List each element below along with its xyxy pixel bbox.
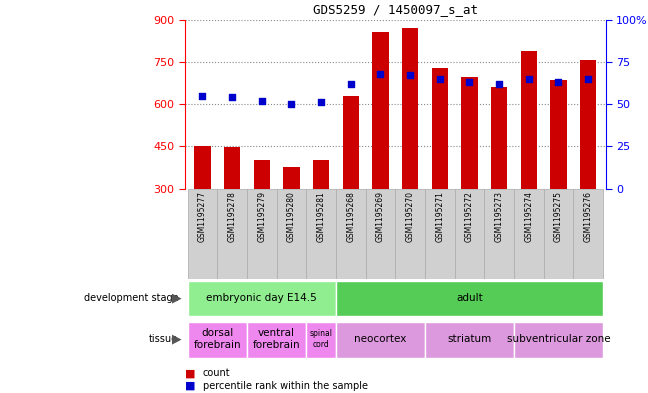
Bar [188, 322, 247, 358]
Point [375, 71, 386, 77]
Bar [253, 160, 270, 189]
Bar [520, 51, 537, 189]
Point [435, 75, 445, 82]
Title: GDS5259 / 1450097_s_at: GDS5259 / 1450097_s_at [313, 3, 478, 16]
Bar [188, 189, 217, 279]
Text: GSM1195271: GSM1195271 [435, 191, 445, 242]
Bar [336, 322, 425, 358]
Text: tissue: tissue [149, 334, 178, 344]
Point [257, 97, 267, 104]
Bar [514, 189, 544, 279]
Bar [247, 322, 307, 358]
Bar [283, 167, 299, 189]
Text: dorsal
forebrain: dorsal forebrain [194, 329, 241, 350]
Bar [455, 189, 484, 279]
Point [464, 79, 474, 85]
Bar [336, 281, 603, 316]
Text: percentile rank within the sample: percentile rank within the sample [203, 381, 368, 391]
Bar [247, 189, 277, 279]
Bar [425, 322, 514, 358]
Text: GSM1195268: GSM1195268 [346, 191, 355, 242]
Text: GSM1195275: GSM1195275 [554, 191, 563, 242]
Bar [514, 322, 603, 358]
Point [553, 79, 564, 85]
Bar [395, 189, 425, 279]
Text: ▶: ▶ [172, 291, 181, 305]
Point [316, 99, 327, 106]
Bar [550, 80, 566, 189]
Bar [307, 322, 336, 358]
Text: neocortex: neocortex [354, 334, 407, 344]
Bar [491, 87, 507, 189]
Bar [425, 189, 455, 279]
Text: count: count [203, 368, 231, 378]
Text: development stage: development stage [84, 293, 178, 303]
Text: ▶: ▶ [172, 332, 181, 346]
Bar [343, 95, 359, 189]
Bar [461, 77, 478, 189]
Point [583, 75, 594, 82]
Bar [188, 281, 336, 316]
Text: GSM1195270: GSM1195270 [406, 191, 415, 242]
Point [494, 81, 504, 87]
Bar [336, 189, 365, 279]
Text: GSM1195272: GSM1195272 [465, 191, 474, 242]
Text: GSM1195274: GSM1195274 [524, 191, 533, 242]
Text: ■: ■ [185, 368, 195, 378]
Text: GSM1195273: GSM1195273 [494, 191, 503, 242]
Bar [307, 189, 336, 279]
Bar [432, 68, 448, 189]
Bar [402, 28, 418, 189]
Bar [573, 189, 603, 279]
Point [227, 94, 237, 101]
Text: embryonic day E14.5: embryonic day E14.5 [207, 293, 317, 303]
Point [197, 92, 207, 99]
Text: ventral
forebrain: ventral forebrain [253, 329, 301, 350]
Text: adult: adult [456, 293, 483, 303]
Point [345, 81, 356, 87]
Text: subventricular zone: subventricular zone [507, 334, 610, 344]
Text: GSM1195276: GSM1195276 [584, 191, 592, 242]
Point [405, 72, 415, 79]
Bar [217, 189, 247, 279]
Bar [544, 189, 573, 279]
Bar [313, 160, 329, 189]
Bar [224, 147, 240, 189]
Text: GSM1195278: GSM1195278 [227, 191, 237, 242]
Point [524, 75, 534, 82]
Bar [580, 61, 596, 189]
Text: spinal
cord: spinal cord [310, 329, 332, 349]
Text: GSM1195280: GSM1195280 [287, 191, 296, 242]
Text: GSM1195281: GSM1195281 [317, 191, 326, 242]
Bar [365, 189, 395, 279]
Text: GSM1195277: GSM1195277 [198, 191, 207, 242]
Bar [373, 32, 389, 189]
Text: striatum: striatum [447, 334, 492, 344]
Text: ■: ■ [185, 381, 195, 391]
Bar [277, 189, 307, 279]
Bar [194, 146, 211, 189]
Bar [484, 189, 514, 279]
Text: GSM1195269: GSM1195269 [376, 191, 385, 242]
Text: GSM1195279: GSM1195279 [257, 191, 266, 242]
Point [286, 101, 297, 107]
